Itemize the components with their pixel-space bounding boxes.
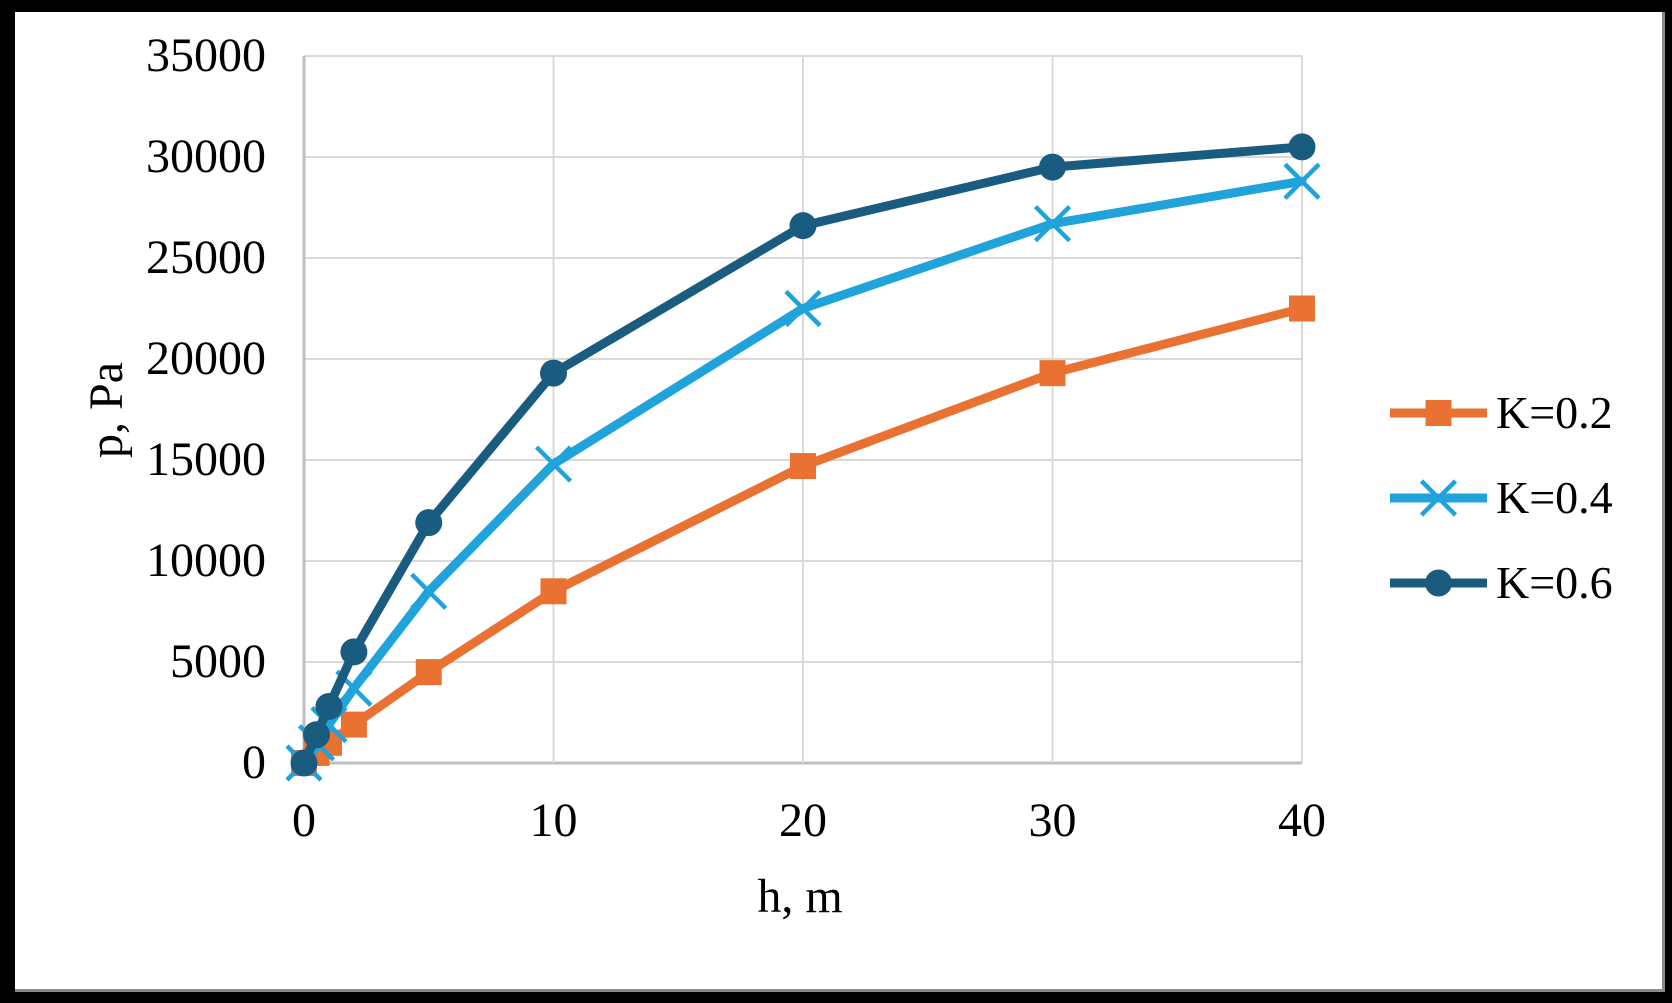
series-K=0.4-point-20 [784,289,822,328]
y-tick-label-0: 0 [242,736,266,789]
series-K=0.2-point-30 [1039,360,1066,387]
series-K=0.6-point-30 [1039,153,1066,181]
x-tick-label-30: 30 [1029,794,1077,847]
y-tick-label-30000: 30000 [146,130,266,183]
legend-swatch-canvas [1390,399,1487,426]
series-K=0.4-point-30 [1033,205,1072,243]
series-K=0.6-point-5 [415,509,443,537]
legend-marker-K=0.6 [1425,569,1452,596]
series-K=0.2-point-5 [415,659,442,686]
legend-circle-marker-icon [1390,553,1487,613]
series-K=0.4-point-10 [534,445,573,483]
legend-entry-k06: K=0.6 [1390,540,1613,625]
series-K=0.4-point-5 [410,572,448,610]
series-K=0.6-point-1 [315,692,343,720]
legend-entry-k04: K=0.4 [1390,455,1613,540]
gridlines [302,55,1303,765]
legend-swatch-canvas [1390,569,1487,596]
legend-label: K=0.4 [1496,472,1613,523]
legend-x-marker-icon [1390,468,1487,528]
x-tick-label-40: 40 [1278,794,1326,847]
tick-labels: 0 5000 10000 15000 20000 25000 30000 35000 0 10 20… [146,29,1326,847]
y-tick-label-15000: 15000 [146,433,266,486]
series-K=0.6-point-2 [340,638,368,666]
x-tick-label-0: 0 [292,794,316,847]
series-K=0.6-point-20 [789,212,817,240]
legend-label: K=0.6 [1496,557,1613,608]
y-tick-label-20000: 20000 [146,332,266,385]
y-tick-label-35000: 35000 [146,29,266,82]
series-K=0.6-point-0 [290,749,318,777]
series-K=0.6-point-0.5 [302,721,330,749]
legend-swatch-canvas [1390,478,1487,517]
series-K=0.4-point-2 [335,669,373,707]
y-tick-label-25000: 25000 [146,231,266,284]
series-K=0.2-point-10 [540,578,567,605]
legend-entry-k02: K=0.2 [1390,370,1613,455]
y-axis-title: p, Pa [80,362,133,458]
series-K=0.2-point-40 [1289,295,1315,322]
y-tick-label-5000: 5000 [170,635,266,688]
series-K=0.6-point-10 [540,359,567,387]
x-tick-label-20: 20 [779,794,827,847]
y-tick-label-10000: 10000 [146,534,266,587]
series-K=0.2-point-2 [340,711,367,738]
legend-marker-K=0.4 [1419,478,1458,517]
legend-label: K=0.2 [1496,387,1613,438]
legend-square-marker-icon [1390,383,1487,443]
x-axis-title: h, m [757,870,842,923]
series-K=0.4-point-40 [1283,162,1321,200]
series-K=0.2-point-20 [790,453,816,480]
series-lines [285,133,1321,782]
legend: K=0.2 K=0.4 K=0.6 [1390,370,1613,625]
series-K=0.6-point-40 [1288,133,1316,161]
legend-marker-K=0.2 [1425,399,1452,426]
x-tick-label-10: 10 [530,794,578,847]
